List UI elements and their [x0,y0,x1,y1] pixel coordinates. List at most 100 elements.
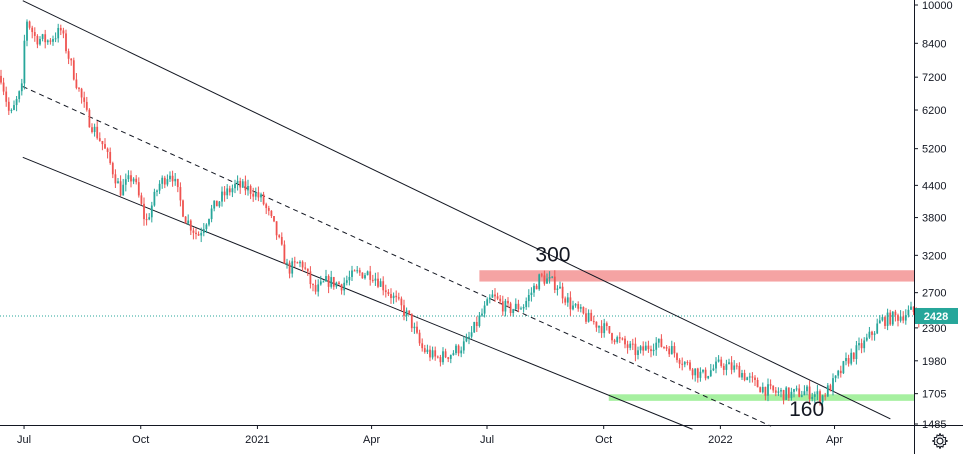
candle [361,272,364,279]
candle [137,177,140,198]
candle [109,147,112,165]
candle-body [26,21,28,41]
candle [78,86,80,92]
candle [608,326,611,334]
candle-body [252,193,255,197]
candle [288,260,291,279]
candle-body [720,359,723,366]
candle-body [176,178,179,188]
candle [397,292,400,301]
candle-body [187,220,190,224]
candle-body [538,274,541,290]
candle [676,352,678,363]
candle-body [416,326,418,333]
candle-body [639,346,642,351]
candle [423,344,426,354]
candle-body [101,140,104,145]
candle-body [221,191,223,202]
candle [910,301,912,310]
candle-body [18,91,21,100]
candle [301,260,304,272]
y-tick-label: 10000 [922,0,953,12]
candle [897,313,899,327]
candle [241,178,244,189]
candle-body [127,175,130,180]
candle [668,345,671,358]
candle-body [839,370,842,374]
candle [127,170,130,182]
candle-body [676,353,678,360]
candle-body [598,326,600,328]
candle [556,285,559,296]
candle [371,274,374,283]
candle [582,306,585,315]
x-tick-label: 2022 [708,434,732,446]
candle [319,275,322,286]
candle-body [288,262,291,274]
candle-body [395,295,398,298]
candle-body [631,343,634,345]
candle [735,363,738,370]
y-tick-label: 6200 [922,105,946,117]
candle-body [886,312,889,326]
candle-body [265,204,268,209]
candle [517,299,520,313]
candle-body [829,385,832,392]
candle [158,180,161,194]
candle [0,69,2,85]
candle [832,373,834,396]
candle-body [821,395,824,403]
candle [483,301,486,318]
candle-body [795,388,798,390]
candle-body [556,288,559,290]
candle [93,123,96,137]
candle [889,309,892,326]
candle-body [174,178,177,182]
candle [291,257,294,278]
candle-body [364,275,366,279]
candle [863,337,866,353]
y-tick-label: 2300 [922,323,946,335]
candle [369,265,372,286]
candle-body [894,311,897,316]
candle [351,265,353,281]
candle-body [67,51,70,59]
candle-body [0,75,2,83]
candle [286,258,288,269]
candle-body [647,345,650,350]
candle-body [13,105,15,110]
candle-body [660,338,663,347]
candle [52,35,54,46]
candle-body [722,365,725,370]
candle-body [707,376,710,379]
candle [756,377,759,388]
candle-body [353,270,356,272]
candle-body [343,282,346,291]
candle-body [522,306,525,309]
y-tick-label: 8400 [922,38,946,50]
candle-body [512,309,515,313]
candle-body [247,185,249,191]
candle [143,197,145,226]
candle-body [637,350,639,356]
candle [738,362,741,378]
candle [811,392,814,402]
candle-body [551,276,554,278]
gear-icon[interactable] [931,432,949,450]
candle-body [249,185,252,194]
candle [262,191,265,206]
candle-body [465,338,468,342]
candle [904,309,907,325]
candle-body [382,281,385,291]
candle-body [171,175,174,182]
candle [247,179,249,196]
candle [332,276,335,290]
candle-body [613,340,616,343]
candle [780,387,782,398]
candle [821,394,824,407]
candle [764,386,767,401]
candle [777,387,780,397]
candle [327,274,330,294]
